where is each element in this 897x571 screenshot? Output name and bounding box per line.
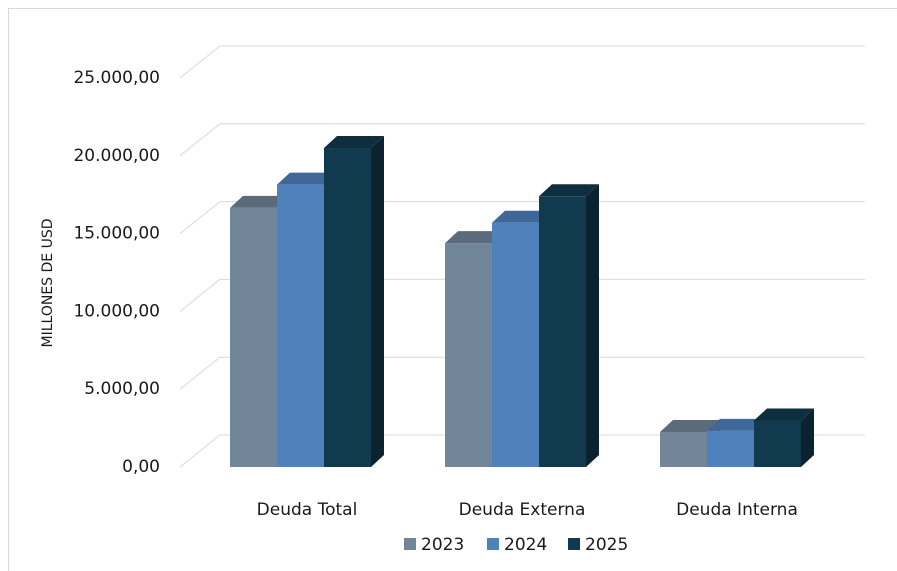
bar-2025-2 xyxy=(754,408,814,467)
y-tick-label: 20.000,00 xyxy=(73,146,160,166)
chart-frame xyxy=(8,8,897,571)
legend-label: 2024 xyxy=(504,535,547,555)
bar-side xyxy=(801,408,814,467)
x-category-label: Deuda Interna xyxy=(676,500,798,520)
gridline-wall xyxy=(179,123,221,157)
bar-2025-1 xyxy=(539,184,599,468)
legend-item-2023: 2023 xyxy=(404,535,464,555)
gridline-wall xyxy=(179,279,221,312)
bar-top xyxy=(277,172,337,185)
bar-top xyxy=(324,136,384,149)
legend-label: 2023 xyxy=(421,535,464,555)
y-tick-label: 10.000,00 xyxy=(73,301,160,321)
legend-label: 2025 xyxy=(585,535,628,555)
bar-top xyxy=(539,184,599,197)
x-category-label: Deuda Total xyxy=(257,500,358,520)
bar-front xyxy=(492,222,539,467)
bar-side xyxy=(371,136,384,467)
chart-legend: 2023 2024 2025 xyxy=(404,535,628,555)
bar-top xyxy=(445,231,505,244)
gridline-wall xyxy=(179,45,221,79)
bar-top xyxy=(660,419,720,432)
bar-side xyxy=(586,184,599,468)
bar-front xyxy=(707,430,754,467)
legend-swatch xyxy=(568,538,580,550)
legend-swatch xyxy=(487,538,499,550)
bar-2023-1 xyxy=(445,231,505,467)
bar-front xyxy=(324,148,371,467)
gridline-wall xyxy=(179,201,221,234)
bar-top xyxy=(492,210,552,223)
y-axis-title: MILLONES DE USD xyxy=(40,219,56,348)
bar-front xyxy=(230,207,277,467)
y-tick-label: 5.000,00 xyxy=(84,379,160,399)
bar-top xyxy=(754,408,814,421)
y-tick-label: 0,00 xyxy=(122,457,160,477)
y-tick-label: 25.000,00 xyxy=(73,68,160,88)
labels-layer: 0,00 5.000,00 10.000,00 15.000,00 20.000,00 2… xyxy=(73,68,797,520)
bar-top xyxy=(230,195,290,208)
gridline-wall xyxy=(179,356,221,390)
bar-front xyxy=(539,196,586,468)
bar-front xyxy=(277,184,324,467)
bar-top xyxy=(707,418,767,431)
bar-front xyxy=(754,420,801,467)
legend-swatch xyxy=(404,538,416,550)
gridline-wall xyxy=(179,434,221,468)
bar-2025-0 xyxy=(324,136,384,467)
x-category-label: Deuda Externa xyxy=(459,500,586,520)
bar-front xyxy=(660,431,707,467)
bars-layer xyxy=(230,136,814,468)
bar-front xyxy=(445,243,492,467)
legend-item-2024: 2024 xyxy=(487,535,547,555)
y-tick-label: 15.000,00 xyxy=(73,224,160,244)
legend-item-2025: 2025 xyxy=(568,535,628,555)
